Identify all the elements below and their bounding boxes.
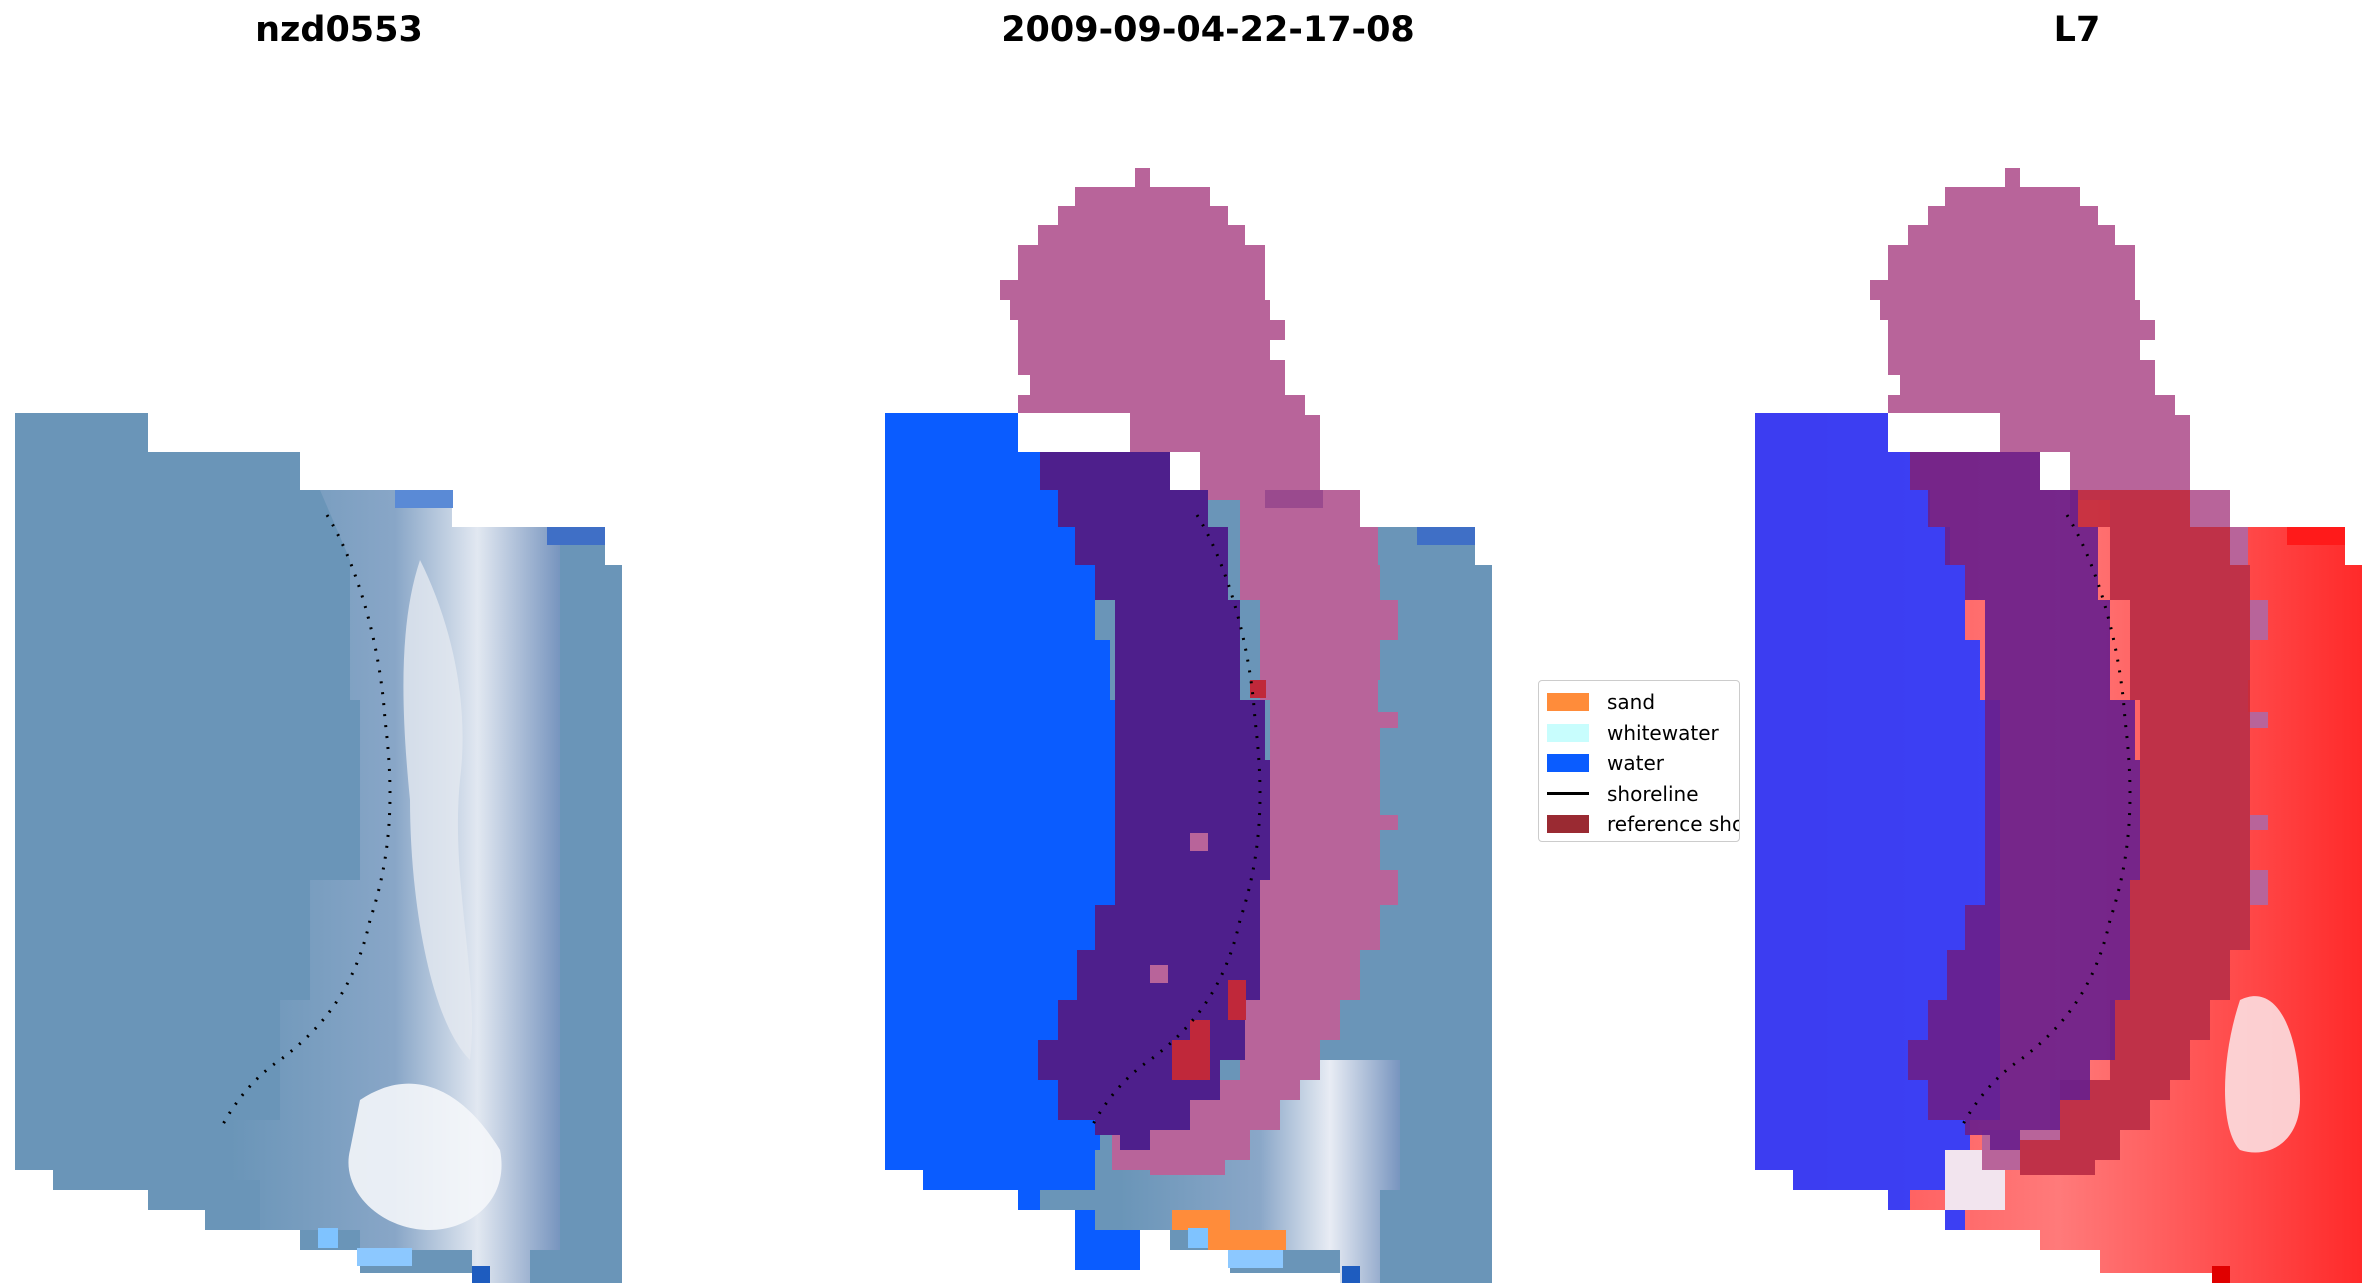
shoreline-dotted-left <box>218 514 392 1131</box>
panel-title-center: 2009-09-04-22-17-08 <box>1001 10 1415 50</box>
legend-label: water <box>1607 751 1664 775</box>
index-panel <box>1755 168 2362 1283</box>
index-dark-red <box>2212 1266 2230 1283</box>
legend-item: reference sho <box>1547 812 1740 836</box>
legend-item: shoreline <box>1547 781 1699 806</box>
rgb-image-panel <box>15 413 622 1283</box>
dark-patch-center-top <box>1417 527 1475 545</box>
inner-band-center <box>1038 452 1270 1150</box>
sand-class-1 <box>1172 1210 1230 1230</box>
legend-color-swatch <box>1547 723 1589 742</box>
dark-patch-center <box>1342 1266 1360 1283</box>
rgb-blue-patch-2 <box>357 1248 412 1266</box>
reference-shoreline-block-5 <box>1265 490 1323 508</box>
legend-color-swatch <box>1547 693 1589 711</box>
inner-band-right <box>1908 452 2140 1150</box>
rgb-foam-upper <box>403 560 473 1060</box>
shoreline-dotted-center <box>1088 514 1262 1131</box>
buffer-zone-center <box>1000 168 1398 1175</box>
rgb-dark-patch-top2 <box>395 490 453 508</box>
stray-pixel-2 <box>1150 965 1168 983</box>
index-dark-red-top <box>2287 527 2345 545</box>
panel-title-left: nzd0553 <box>255 10 423 50</box>
legend-label: shoreline <box>1607 781 1699 806</box>
index-foam <box>2225 996 2300 1153</box>
sand-class-2 <box>1208 1230 1286 1250</box>
rgb-dark-patch <box>472 1266 490 1283</box>
sand-blue-2 <box>1228 1250 1283 1268</box>
panel-title-right: L7 <box>2053 10 2101 50</box>
stray-pixel-1 <box>1190 833 1208 851</box>
legend-item: whitewater <box>1547 720 1719 745</box>
legend-color-swatch <box>1547 815 1589 833</box>
reference-shoreline-block <box>1228 980 1246 1020</box>
rgb-dark-patch-top <box>547 527 605 545</box>
legend-item: water <box>1547 751 1664 775</box>
legend-label: reference sho <box>1607 812 1740 836</box>
reference-shoreline-block-3 <box>1172 1040 1210 1080</box>
classification-panel <box>885 168 1492 1283</box>
sand-blue-1 <box>1188 1228 1208 1248</box>
legend-color-swatch <box>1547 754 1589 772</box>
rgb-white-foam <box>348 1083 502 1230</box>
rgb-surf-zone <box>230 490 560 1283</box>
shoreline-dotted-right <box>1958 514 2132 1131</box>
legend: sand whitewater water shoreline reference sh… <box>1538 680 1740 842</box>
index-band-red <box>2020 490 2250 1175</box>
legend-item: sand <box>1547 690 1656 714</box>
legend-label: whitewater <box>1607 720 1719 745</box>
legend-line-swatch <box>1547 792 1589 795</box>
rgb-blue-patch <box>318 1228 338 1248</box>
legend-label: sand <box>1607 690 1656 714</box>
